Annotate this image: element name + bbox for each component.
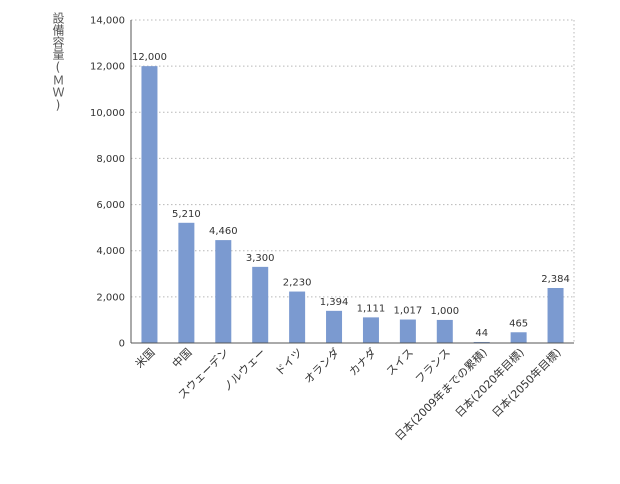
grid-lines	[131, 19, 574, 298]
y-tick-label: 0	[119, 339, 125, 350]
value-label: 2,230	[283, 278, 312, 289]
y-axis-label: 設備容量(ＭＷ)	[51, 12, 65, 112]
bar	[547, 287, 564, 343]
bars	[141, 66, 564, 344]
value-label: 5,210	[172, 209, 201, 220]
x-tick-label: スイス	[384, 346, 416, 378]
y-tick-label: 14,000	[90, 16, 125, 27]
y-tick-labels: 0 2,000 4,000 6,000 8,000 10,000 12,000 14,000	[90, 16, 125, 350]
bar	[436, 319, 453, 343]
value-label: 1,017	[394, 306, 423, 317]
x-tick-label: 中国	[170, 346, 195, 371]
value-label: 2,384	[541, 274, 570, 285]
bar	[362, 317, 379, 343]
bar	[178, 222, 195, 343]
value-label: 1,394	[320, 297, 349, 308]
value-label: 4,460	[209, 226, 238, 237]
value-labels: 12,000 5,210 4,460 3,300 2,230 1,394 1,111 1,01…	[132, 52, 570, 339]
x-tick-label: 日本(2050年目標)	[489, 345, 564, 420]
x-tick-label: オランダ	[301, 345, 342, 386]
value-label: 465	[509, 318, 528, 329]
x-tick-label: 日本(2020年目標)	[452, 345, 527, 420]
y-tick-label: 8,000	[96, 154, 125, 165]
bar	[399, 319, 416, 343]
y-tick-label: 4,000	[96, 246, 125, 257]
x-tick-label: 米国	[133, 346, 158, 371]
value-label: 1,111	[357, 303, 386, 314]
bar	[289, 291, 306, 343]
value-label: 1,000	[430, 306, 459, 317]
axes	[130, 20, 575, 344]
y-tick-label: 12,000	[90, 62, 125, 73]
bar	[141, 66, 158, 344]
y-tick-label: 2,000	[96, 292, 125, 303]
x-tick-label: カナダ	[346, 345, 379, 378]
y-tick-label: 6,000	[96, 200, 125, 211]
bar	[326, 310, 343, 343]
y-tick-label: 10,000	[90, 108, 125, 119]
bar	[510, 332, 527, 343]
x-tick-label: ドイツ	[273, 346, 306, 379]
bar	[215, 240, 232, 343]
value-label: 3,300	[246, 253, 275, 264]
value-label: 44	[475, 328, 488, 339]
bar	[473, 341, 490, 343]
bar	[252, 266, 269, 343]
value-label: 12,000	[132, 52, 167, 63]
